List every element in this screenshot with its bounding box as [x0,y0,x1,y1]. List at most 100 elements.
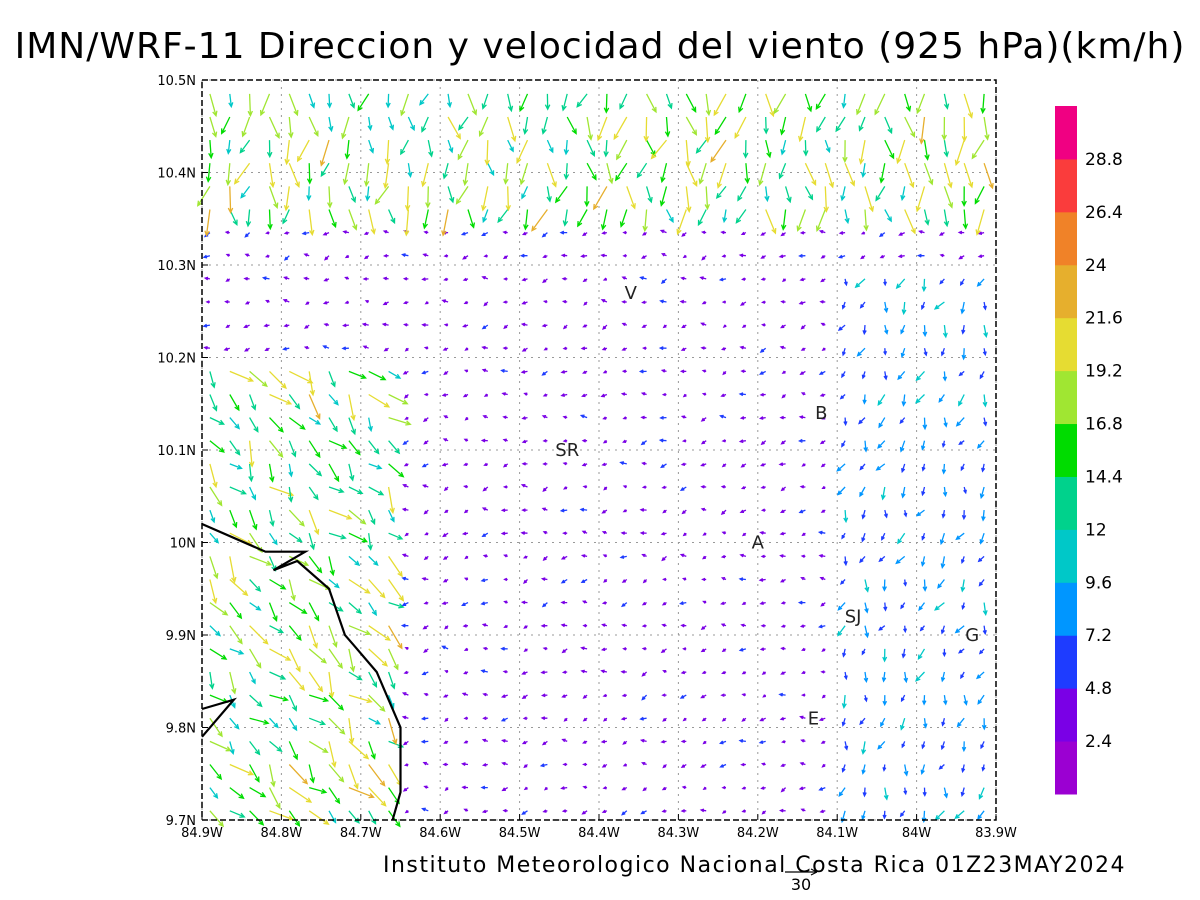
wind-vector [229,741,235,756]
wind-vector [562,415,568,420]
wind-vector [261,276,270,281]
wind-vector [401,253,409,258]
wind-vector [799,624,806,628]
wind-vector [600,253,607,258]
colorbar-label: 12 [1085,520,1107,540]
wind-vector [780,139,787,156]
wind-vector [702,786,707,791]
wind-vector [697,209,707,227]
wind-vector [878,232,886,238]
wind-vector [383,347,389,352]
wind-vector [268,509,275,527]
wind-vector [640,255,647,259]
wind-vector [520,600,528,605]
wind-vector [328,463,340,483]
wind-vector [874,93,886,116]
wind-vector [741,324,747,328]
wind-vector [444,787,449,792]
wind-vector [682,393,687,398]
wind-vector [977,694,985,705]
colorbar-swatch [1055,106,1077,160]
wind-vector [860,163,867,179]
wind-vector [721,254,727,258]
wind-vector [420,739,429,744]
wind-vector [387,718,398,746]
wind-vector [303,276,310,281]
wind-vector [662,577,667,582]
wind-vector [562,531,568,535]
wind-vector [264,254,270,258]
wind-vector [661,693,667,697]
wind-vector [328,417,338,433]
wind-vector [283,255,290,261]
wind-vector [247,93,253,118]
wind-vector [308,93,316,109]
wind-vector [542,462,548,466]
wind-vector [541,232,548,238]
wind-vector [821,694,826,699]
wind-vector [971,139,985,160]
wind-vector [308,764,316,784]
wind-vector [601,509,608,514]
wind-vector [900,186,906,202]
wind-vector [801,670,806,675]
wind-vector [622,439,628,443]
wind-vector [521,231,528,236]
wind-vector [520,369,528,374]
wind-vector [621,276,628,280]
wind-vector [938,764,945,770]
wind-vector [639,276,647,281]
wind-vector [368,671,378,688]
wind-vector [799,484,806,489]
wind-vector [601,231,608,235]
wind-vector [542,555,548,562]
wind-vector [268,186,279,210]
wind-vector [903,509,908,518]
wind-vector [561,670,568,674]
x-tick-label: 84W [902,826,932,841]
wind-vector [382,301,389,306]
wind-vector [342,323,349,328]
wind-vector [308,810,330,825]
wind-vector [209,810,225,828]
wind-vector [328,787,341,805]
wind-vector [982,348,987,357]
wind-vector [938,394,945,403]
wind-vector [841,440,846,448]
wind-vector [719,414,727,419]
wind-vector [820,278,826,283]
wind-vector [961,186,967,207]
wind-vector [422,417,429,423]
colorbar-swatch [1055,264,1077,319]
wind-vector [266,140,273,159]
wind-vector [348,417,356,436]
wind-vector [322,231,330,236]
wind-vector [741,786,747,790]
wind-vector [268,764,276,788]
wind-vector [267,209,273,231]
wind-vector [579,414,588,419]
wind-vector [700,417,707,422]
wind-vector [382,276,389,281]
wind-vector [308,556,323,574]
wind-vector [780,671,786,675]
wind-vector [601,763,608,768]
wind-vector [481,232,489,236]
wind-vector [819,576,826,581]
wind-vector [779,345,786,350]
wind-vector [904,162,915,189]
wind-vector [680,462,687,467]
wind-vector [818,786,826,791]
wind-vector [288,532,303,543]
wind-vector [328,486,345,494]
wind-vector [739,301,747,306]
wind-vector [602,786,608,790]
wind-vector [941,440,946,448]
wind-vector [700,763,707,768]
wind-vector [463,509,469,514]
wind-vector [520,483,528,488]
wind-vector [977,555,985,563]
wind-vectors [196,93,994,828]
wind-vector [916,253,925,258]
wind-vector [961,764,966,774]
